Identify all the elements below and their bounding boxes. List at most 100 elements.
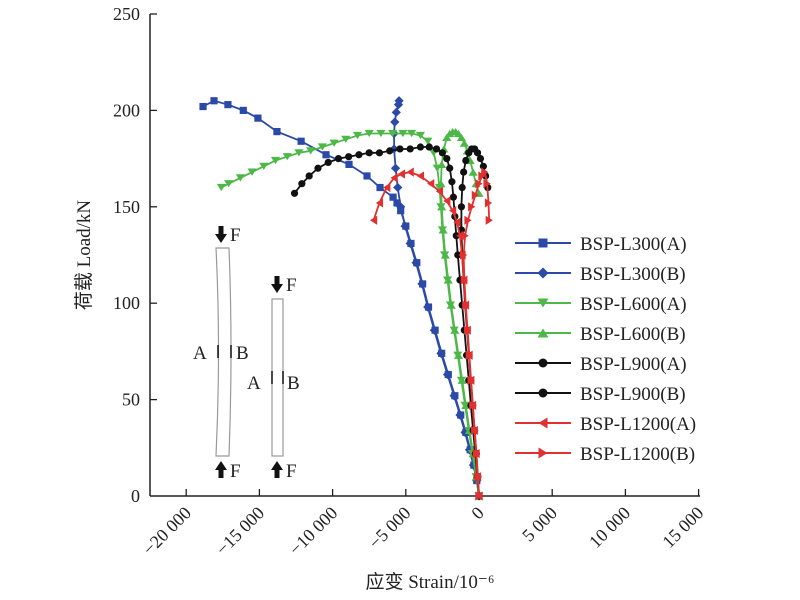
data-point-diamond [389, 144, 399, 154]
data-point-circle [425, 143, 433, 151]
data-point-triangle-left [453, 217, 461, 227]
legend-label: BSP-L900(A) [580, 354, 687, 375]
force-label: F [230, 225, 241, 246]
data-point-circle [452, 232, 460, 240]
legend-label: BSP-L600(A) [580, 294, 687, 315]
data-point-triangle-right [475, 179, 483, 189]
data-point-triangle-left [397, 169, 406, 179]
data-point-triangle-left [416, 171, 425, 181]
x-tick-label: −5 000 [365, 503, 415, 553]
data-point-square [345, 160, 353, 168]
data-point-diamond [423, 302, 433, 312]
data-point-circle [432, 145, 441, 153]
data-point-diamond [391, 107, 401, 117]
legend-item: BSP-L900(A) [515, 354, 687, 375]
data-point-diamond [396, 202, 406, 212]
data-point-triangle-down [388, 129, 398, 138]
series-line [439, 130, 480, 497]
data-point-triangle-down [364, 129, 374, 138]
legend-label: BSP-L1200(B) [580, 444, 695, 465]
data-point-circle [538, 388, 548, 398]
series-bsp-l600b [436, 128, 484, 500]
data-point-triangle-up [437, 160, 447, 168]
data-point-triangle-right [538, 447, 548, 459]
data-point-diamond [537, 267, 549, 279]
data-point-square [363, 172, 371, 180]
data-point-triangle-down [270, 156, 281, 165]
bent-column-shape [215, 247, 232, 457]
y-tick-label: 250 [113, 4, 140, 24]
data-point-diamond [436, 348, 446, 358]
x-tick-label: 5 000 [518, 503, 561, 546]
data-point-circle [458, 183, 466, 192]
data-point-triangle-right [468, 202, 476, 212]
data-point-diamond [394, 96, 404, 106]
data-point-triangle-down [407, 129, 417, 138]
data-point-circle [345, 153, 353, 161]
data-point-circle [448, 178, 456, 186]
legend-item: BSP-L600(B) [515, 324, 686, 345]
data-point-diamond [393, 182, 403, 193]
y-axis-title: 荷载 Load/kN [73, 200, 95, 311]
data-point-triangle-right [465, 350, 473, 360]
legend-label: BSP-L1200(A) [580, 414, 696, 435]
down-arrow-icon [271, 276, 283, 293]
data-point-triangle-right [460, 250, 468, 260]
x-tick-label: 15 000 [658, 503, 707, 552]
series-layer [199, 96, 493, 501]
data-point-circle [386, 147, 394, 155]
x-tick-label: −10 000 [285, 503, 341, 559]
data-point-triangle-right [467, 375, 475, 385]
up-arrow-icon [271, 461, 283, 478]
data-point-diamond [405, 238, 415, 249]
data-point-diamond [400, 221, 410, 231]
data-point-triangle-up [446, 301, 456, 309]
data-point-triangle-right [460, 275, 468, 285]
data-point-triangle-up [442, 133, 452, 141]
data-point-circle [314, 164, 322, 172]
data-point-square [199, 102, 207, 111]
specimen-inset: F F F F A B A B [193, 225, 300, 482]
legend-label: BSP-L300(B) [580, 264, 686, 285]
data-point-circle [396, 145, 404, 153]
data-point-triangle-up [468, 168, 478, 176]
data-point-triangle-left [435, 186, 444, 196]
legend-item: BSP-L300(B) [515, 264, 686, 285]
data-point-circle [298, 180, 306, 188]
data-point-triangle-right [481, 167, 489, 177]
data-point-triangle-right [471, 425, 479, 436]
straight-column-shape [271, 298, 284, 457]
data-point-triangle-down [415, 131, 426, 140]
legend-item: BSP-L900(B) [515, 384, 686, 405]
data-point-diamond [460, 427, 470, 437]
data-point-triangle-up [537, 328, 549, 338]
legend: BSP-L300(A) BSP-L300(B) BSP-L600(A) BSP-L60… [515, 234, 696, 465]
data-point-triangle-down [376, 129, 386, 138]
data-point-circle [457, 203, 466, 211]
y-tick-label: 100 [113, 293, 140, 313]
data-point-triangle-right [475, 491, 483, 501]
legend-item: BSP-L1200(B) [515, 444, 695, 465]
data-point-triangle-left [383, 182, 391, 193]
data-point-circle [416, 143, 425, 151]
data-point-triangle-down [317, 143, 327, 151]
data-point-square [376, 183, 384, 192]
x-tick-label: −15 000 [212, 503, 268, 559]
data-point-triangle-right [464, 215, 472, 225]
data-point-triangle-down [423, 137, 433, 145]
legend-label: BSP-L900(B) [580, 384, 686, 405]
down-arrow-icon [215, 226, 227, 243]
legend-item: BSP-L600(A) [515, 294, 687, 315]
data-point-triangle-right [483, 179, 491, 189]
data-point-circle [462, 156, 470, 165]
data-point-triangle-down [306, 147, 316, 155]
y-tick-label: 0 [131, 486, 140, 506]
data-point-triangle-down [216, 183, 226, 192]
data-point-circle [324, 158, 332, 167]
data-point-triangle-right [463, 325, 472, 335]
data-point-triangle-left [538, 417, 548, 429]
data-point-square [393, 199, 401, 207]
data-point-triangle-down [259, 162, 269, 170]
gauge-b-label: B [236, 343, 249, 364]
data-point-triangle-right [484, 198, 493, 208]
